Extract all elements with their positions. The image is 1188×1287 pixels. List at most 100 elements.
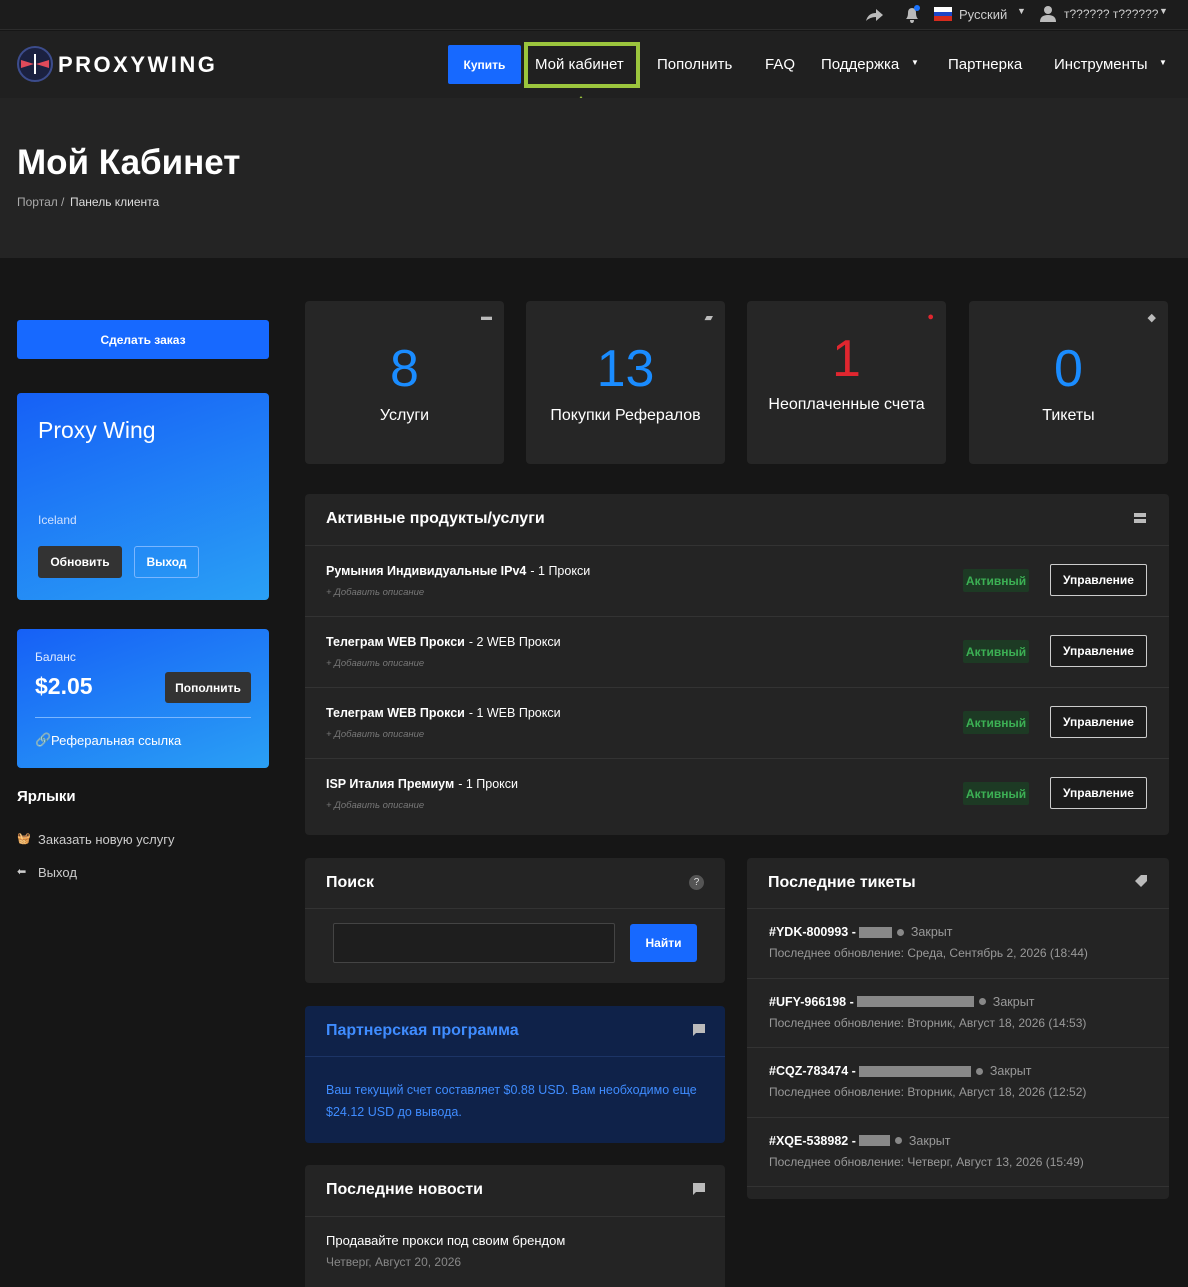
ticket-updated: Последнее обновление: Четверг, Август 13… (769, 1154, 1084, 1169)
manage-button[interactable]: Управление (1050, 635, 1147, 667)
add-description[interactable]: + Добавить описание (326, 658, 425, 669)
status-badge: Активный (963, 711, 1029, 734)
product-line[interactable]: Телеграм WEB Прокси - 1 WEB Прокси (326, 706, 561, 720)
product-name: Румыния Индивидуальные IPv4 (326, 564, 527, 578)
product-line[interactable]: ISP Италия Премиум - 1 Прокси (326, 777, 518, 791)
manage-button[interactable]: Управление (1050, 777, 1147, 809)
shortcut-icon: ⬅ (17, 866, 27, 878)
search-panel: Поиск ? Найти (305, 858, 725, 983)
notifications-icon[interactable] (902, 4, 922, 24)
logo-icon[interactable] (17, 46, 53, 82)
product-line[interactable]: Телеграм WEB Прокси - 2 WEB Прокси (326, 635, 561, 649)
product-line[interactable]: Румыния Индивидуальные IPv4- 1 Прокси (326, 564, 590, 578)
ticket-id: #CQZ-783474 - (769, 1064, 856, 1078)
panel-title: Последние новости (326, 1181, 484, 1198)
status-dot (894, 1137, 902, 1144)
caret: ▼ (1159, 58, 1167, 67)
partner-text: Ваш текущий счет составляет $0.88 USD. В… (326, 1083, 697, 1119)
product-name: ISP Италия Премиум (326, 777, 455, 791)
panel-icon (693, 1024, 705, 1036)
search-button[interactable]: Найти (630, 924, 697, 962)
add-description[interactable]: + Добавить описание (326, 800, 425, 811)
products-panel: Активные продукты/услуги Румыния Индивид… (305, 494, 1169, 835)
product-detail: - 2 WEB Прокси (468, 635, 561, 649)
shortcuts-title: Ярлыки (17, 788, 76, 805)
logo-text[interactable]: PROXYWING (58, 52, 218, 77)
nav-link[interactable]: Пополнить (657, 56, 733, 73)
add-description[interactable]: + Добавить описание (326, 729, 425, 740)
status-dot (978, 998, 986, 1005)
shortcut-link[interactable]: Заказать новую услугу (38, 832, 175, 847)
news-title[interactable]: Продавайте прокси под своим брендом (326, 1233, 566, 1248)
flag-icon (934, 7, 952, 21)
panel-icon (1134, 513, 1146, 523)
stat-icon: ▬ (481, 311, 492, 323)
account-name: Proxy Wing (38, 417, 156, 443)
stat-value: 8 (390, 340, 419, 398)
ticket-line[interactable]: #CQZ-783474 - Закрыт (769, 1064, 1032, 1078)
ticket-status: Закрыт (989, 1064, 1032, 1078)
news-panel: Последние новости Продавайте прокси под … (305, 1165, 725, 1287)
ticket-id: #YDK-800993 - (769, 925, 856, 939)
breadcrumb-link[interactable]: Портал (17, 195, 58, 209)
manage-button[interactable]: Управление (1050, 564, 1147, 596)
divider (305, 1056, 725, 1057)
ticket-line[interactable]: #XQE-538982 - Закрыт (769, 1134, 951, 1148)
divider (305, 687, 1169, 688)
search-input[interactable] (333, 923, 615, 963)
top-bar (0, 0, 1188, 30)
balance-amount: $2.05 (35, 673, 93, 699)
caret: ▼ (1159, 6, 1168, 16)
topup-button[interactable]: Пополнить (165, 672, 251, 703)
stat-label: Покупки Рефералов (550, 407, 701, 424)
stat-icon: ▰ (704, 312, 713, 324)
shortcut-link[interactable]: Выход (38, 865, 77, 880)
nav-buy-button[interactable]: Купить (448, 45, 521, 84)
stat-label: Услуги (379, 407, 430, 424)
link-icon: 🔗 (35, 732, 52, 747)
nav-link[interactable]: Поддержка (821, 56, 900, 73)
redacted-subject (856, 996, 974, 1007)
order-button[interactable]: Сделать заказ (17, 320, 269, 359)
panel-icon (1135, 875, 1147, 887)
ticket-id: #UFY-966198 - (769, 994, 854, 1009)
nav-link[interactable]: Инструменты (1054, 56, 1148, 73)
stat-value: 13 (596, 340, 655, 398)
user-menu[interactable]: т?????? т?????? (1064, 7, 1159, 21)
divider (305, 908, 725, 909)
status-dot (896, 928, 904, 936)
nav-link[interactable]: Партнерка (948, 56, 1023, 73)
stat-card[interactable]: ◆ 0 Тикеты (969, 301, 1168, 464)
panel-title: Последние тикеты (768, 874, 916, 891)
product-name: Телеграм WEB Прокси (326, 706, 465, 720)
product-detail: - 1 Прокси (530, 564, 591, 578)
partner-panel: Партнерская программа Ваш текущий счет с… (305, 1006, 725, 1143)
product-detail: - 1 WEB Прокси (468, 706, 561, 720)
help-icon[interactable]: ? (689, 875, 704, 890)
panel-title: Партнерская программа (326, 1022, 519, 1039)
ticket-status: Закрыт (908, 1133, 951, 1148)
share-icon[interactable] (864, 6, 884, 24)
add-description[interactable]: + Добавить описание (326, 587, 425, 598)
divider (747, 1186, 1169, 1187)
divider (747, 1116, 1169, 1118)
stat-card[interactable]: ▬ 8 Услуги (305, 301, 504, 464)
ticket-line[interactable]: #YDK-800993 - Закрыт (769, 925, 953, 939)
highlight-box (524, 42, 640, 88)
stat-card[interactable]: ● 1 Неоплаченные счета (747, 301, 946, 464)
redacted-subject (858, 926, 892, 938)
logout-button[interactable]: Выход (134, 546, 199, 578)
ticket-line[interactable]: #UFY-966198 - Закрыт (769, 995, 1034, 1009)
ticket-updated: Последнее обновление: Вторник, Август 18… (769, 1015, 1087, 1030)
page-header (0, 98, 1188, 258)
nav-link[interactable]: Мой кабинет (535, 56, 624, 73)
language-selector[interactable]: Русский (959, 7, 1008, 22)
stat-card[interactable]: ▰ 13 Покупки Рефералов (526, 301, 725, 464)
nav-link[interactable]: FAQ (765, 56, 796, 73)
stat-value: 0 (1054, 340, 1083, 398)
update-button[interactable]: Обновить (38, 546, 122, 578)
manage-button[interactable]: Управление (1050, 706, 1147, 738)
product-name: Телеграм WEB Прокси (326, 635, 465, 649)
referral-link[interactable]: Реферальная ссылка (51, 733, 182, 748)
shortcut-icon: 🧺 (17, 833, 31, 845)
